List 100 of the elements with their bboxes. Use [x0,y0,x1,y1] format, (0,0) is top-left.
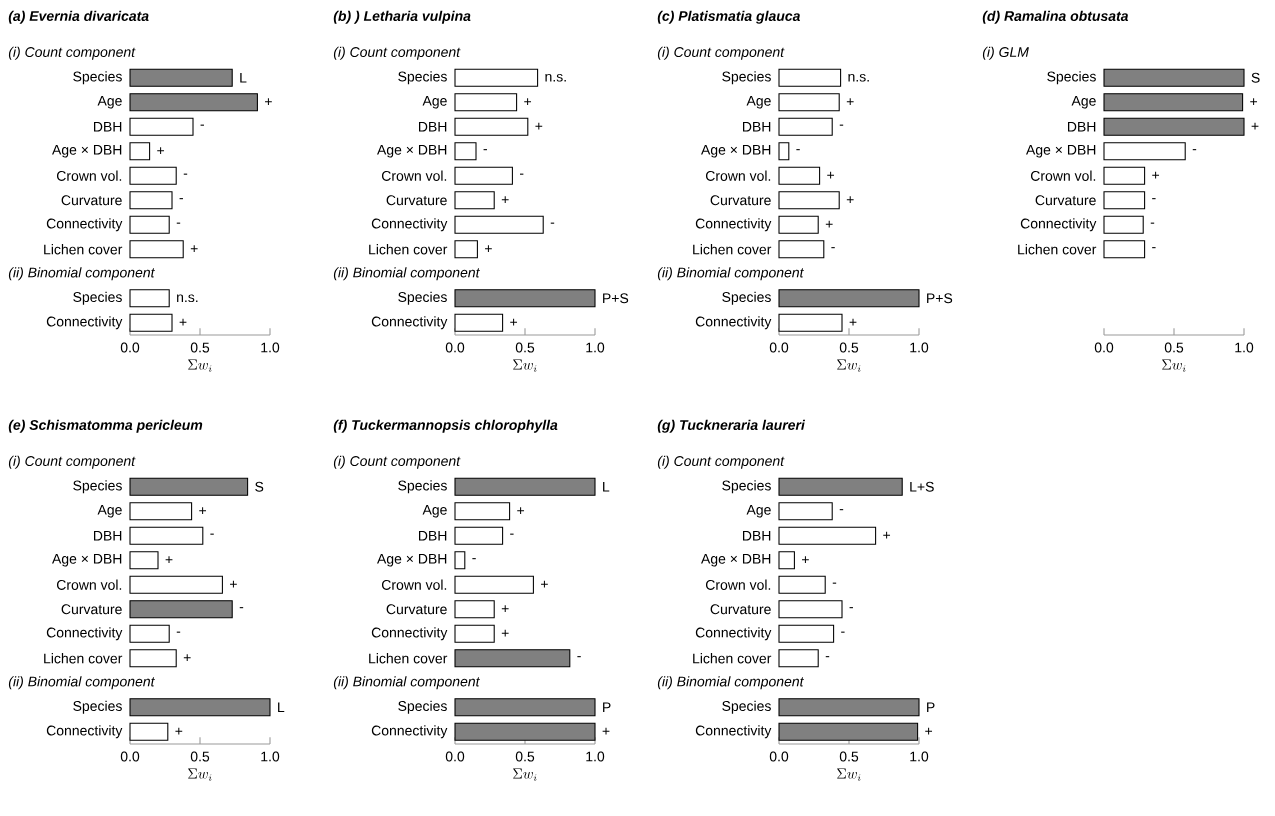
data-label: n.s. [848,73,869,82]
data-label: + [1250,98,1258,106]
data-label: + [175,727,183,735]
y-tick-label: Connectivity [1020,218,1097,232]
data-label: + [517,507,525,515]
data-label: + [883,531,891,539]
bar [778,191,840,210]
bar [129,240,184,259]
bar [778,289,920,308]
data-label: - [176,222,181,224]
data-label: - [519,173,524,175]
chart-title: (d) Ramalina obtusata [982,10,1129,24]
x-tick-label: 0.5 [839,342,859,353]
y-tick-label: Crown vol. [705,579,771,590]
bar [454,600,495,619]
bar [454,191,495,210]
data-label: + [602,727,610,735]
bar [129,575,223,594]
data-label: + [846,98,854,106]
bar [778,117,833,136]
y-tick-label: Species [722,291,771,305]
y-tick-label: Lichen cover [369,653,448,664]
data-label: - [239,607,244,609]
x-tick-label: 0.0 [769,751,789,762]
bar [454,502,511,521]
data-label: - [577,656,581,658]
bar [1103,142,1186,161]
y-tick-label: Curvature [386,604,447,615]
data-label: - [210,533,214,535]
data-label: + [846,196,854,204]
data-label: + [199,507,207,515]
annotation: (ii) Binomial component [333,267,480,281]
chart-title: (g) Tuckneraria laureri [657,419,806,433]
x-tick-label: 0.0 [1094,342,1114,353]
data-label: + [535,122,543,130]
bar [454,551,466,570]
bar [129,68,233,87]
data-label: L [240,72,247,83]
x-axis-title: $\Sigma w_{i}$ [188,359,212,372]
x-tick-label: 0.5 [190,342,210,353]
data-label: L [278,702,285,713]
y-tick-label: DBH [743,121,771,132]
bar [454,477,596,496]
data-label: + [1152,171,1160,179]
data-label: + [524,98,532,106]
bar [1103,240,1146,259]
y-tick-label: Age [1071,95,1096,109]
bar [454,575,534,594]
x-tick-label: 1.0 [261,342,280,353]
y-tick-label: DBH [419,121,447,132]
y-tick-label: Species [398,700,447,714]
data-label: - [839,509,844,511]
y-tick-label: Curvature [61,604,122,615]
bar [1103,93,1244,112]
y-tick-label: Lichen cover [369,244,448,255]
data-label: + [827,171,835,179]
data-label: + [510,318,518,326]
bar [454,240,478,259]
y-tick-label: Lichen cover [44,653,123,664]
x-tick-label: 0.0 [120,342,140,353]
data-label: - [1192,149,1197,151]
bar [129,142,151,161]
y-tick-label: Curvature [710,195,771,206]
annotation: (ii) Binomial component [8,676,155,690]
y-tick-label: Age × DBH [701,144,771,158]
y-tick-label: Age [746,95,771,109]
bar [454,649,571,668]
data-label: + [825,220,833,228]
data-label: - [1150,222,1155,224]
chart-title: (a) Evernia divaricata [8,10,149,24]
y-tick-label: Connectivity [371,218,448,232]
x-axis-title: $\Sigma w_{i}$ [513,359,537,372]
y-tick-label: Age × DBH [377,553,447,567]
bar [1103,215,1144,234]
data-label: - [200,124,204,126]
bar [129,93,258,112]
bar [129,313,173,332]
x-axis-title: $\Sigma w_{i}$ [837,359,861,372]
bar [129,289,170,308]
data-label: - [839,124,844,126]
data-label: - [472,558,476,560]
data-label: - [796,149,800,151]
bar [454,624,495,643]
annotation: (i) Count component [333,455,461,469]
y-tick-label: Connectivity [695,627,772,641]
data-label: + [165,556,173,564]
x-tick-label: 0.5 [515,751,535,762]
data-label: - [483,149,487,151]
bar [778,215,819,234]
y-tick-label: Age [97,95,122,109]
bar [129,502,193,521]
y-tick-label: Species [73,71,122,85]
x-tick-label: 1.0 [586,751,605,762]
data-label: + [849,318,857,326]
y-tick-label: Connectivity [46,316,123,330]
y-tick-label: Lichen cover [693,244,772,255]
data-label: P [603,702,611,713]
y-tick-label: Age [422,95,447,109]
y-tick-label: Connectivity [371,316,448,330]
y-tick-label: Connectivity [695,218,772,232]
